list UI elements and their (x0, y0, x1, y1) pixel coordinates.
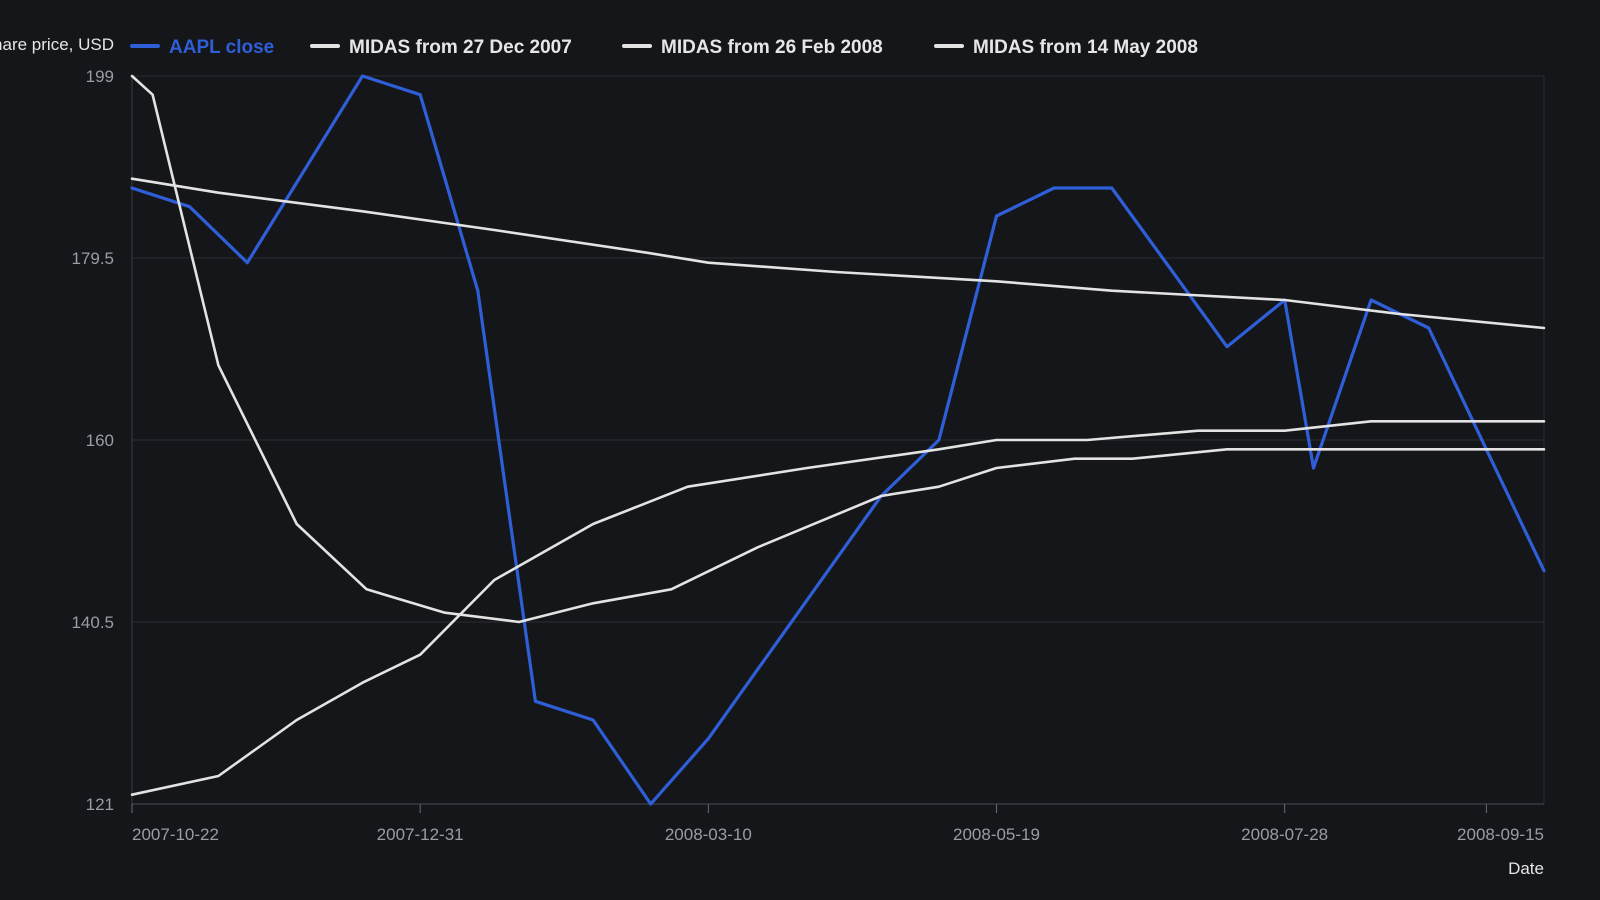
y-tick-label: 121 (86, 795, 114, 814)
legend-label: AAPL close (169, 37, 274, 58)
x-tick-label: 2008-03-10 (665, 825, 752, 844)
legend-item-midas-from-26-feb-2008[interactable]: MIDAS from 26 Feb 2008 (622, 37, 883, 58)
axis-layer: 121 140.5 160 179.5 199 2007-10-22 2007-12-31 2… (71, 67, 1544, 844)
legend-label: MIDAS from 26 Feb 2008 (661, 37, 883, 58)
x-axis-title: Date (1508, 859, 1544, 878)
y-tick-label: 140.5 (71, 613, 114, 632)
legend-item-midas-from-27-dec-2007[interactable]: MIDAS from 27 Dec 2007 (310, 37, 572, 58)
x-tick-label: 2008-09-15 (1457, 825, 1544, 844)
legend-label: MIDAS from 27 Dec 2007 (349, 37, 572, 58)
y-tick-label: 160 (86, 431, 114, 450)
x-tick-label: 2008-05-19 (953, 825, 1040, 844)
series-line-midas-from-26-feb-2008 (130, 177, 1546, 330)
y-tick-label: 179.5 (71, 249, 114, 268)
y-tick-label: 199 (86, 67, 114, 86)
legend-item-midas-from-14-may-2008[interactable]: MIDAS from 14 May 2008 (934, 37, 1198, 58)
series-layer (130, 74, 1546, 806)
series-line-midas-from-27-dec-2007 (130, 74, 1546, 624)
x-tick-label: 2007-10-22 (132, 825, 219, 844)
y-axis-title: Share price, USD (0, 35, 114, 54)
legend-label: MIDAS from 14 May 2008 (973, 37, 1198, 58)
grid-layer (132, 75, 1545, 805)
legend-item-aapl-close[interactable]: AAPL close (130, 37, 274, 58)
legend[interactable]: AAPL close MIDAS from 27 Dec 2007 MIDAS fr… (130, 37, 1198, 58)
x-tick-label: 2007-12-31 (377, 825, 464, 844)
series-line-midas-from-14-may-2008 (130, 419, 1546, 797)
x-tick-label: 2008-07-28 (1241, 825, 1328, 844)
